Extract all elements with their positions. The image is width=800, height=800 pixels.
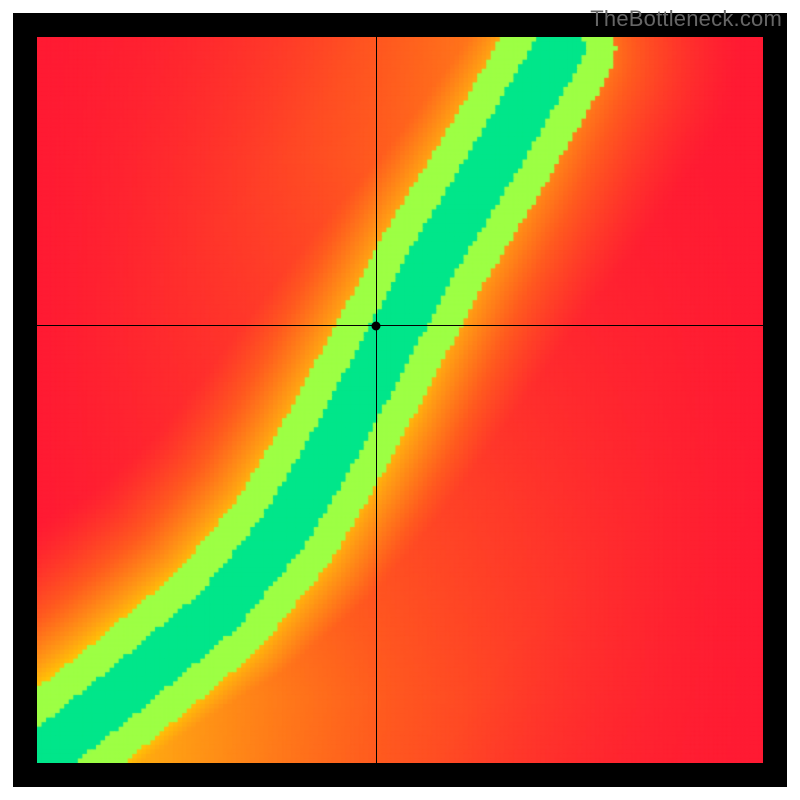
plot-area	[37, 37, 763, 763]
heatmap-canvas	[37, 37, 763, 763]
crosshair-marker	[372, 321, 381, 330]
watermark-text: TheBottleneck.com	[590, 6, 782, 32]
crosshair-horizontal	[37, 325, 763, 326]
crosshair-vertical	[376, 37, 377, 763]
